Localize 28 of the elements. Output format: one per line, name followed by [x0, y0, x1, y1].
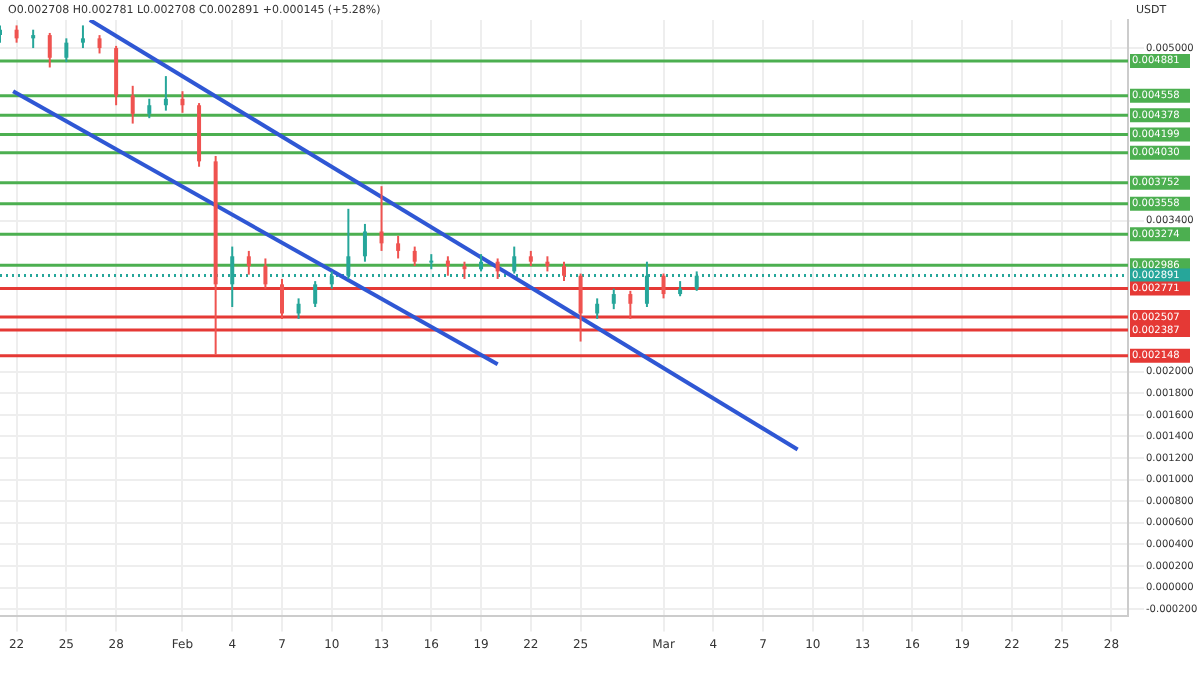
candlestick — [445, 255, 450, 277]
candlestick — [296, 297, 301, 320]
candlestick — [412, 245, 417, 268]
candlestick — [628, 289, 633, 320]
candlestick — [280, 277, 284, 320]
candlestick — [562, 260, 566, 283]
candlestick — [661, 272, 666, 300]
candlestick — [512, 245, 517, 275]
candlestick — [97, 34, 102, 55]
candlestick — [379, 185, 384, 252]
candlestick — [130, 84, 135, 125]
candlestick — [31, 28, 36, 50]
candlestick — [64, 37, 69, 64]
candlestick — [80, 24, 85, 50]
candlestick — [611, 287, 616, 311]
candlestick — [147, 97, 152, 120]
candlestick — [595, 297, 600, 320]
candlestick — [47, 31, 52, 69]
candlestick — [495, 257, 500, 280]
candlestick — [263, 257, 268, 290]
candlestick — [362, 222, 367, 263]
candlestick — [246, 249, 251, 276]
candlestick — [163, 75, 168, 112]
candlestick — [396, 234, 401, 260]
candlestick — [114, 44, 119, 107]
candlestick — [578, 272, 583, 343]
candlestick — [313, 280, 318, 309]
candlestick — [180, 90, 185, 114]
